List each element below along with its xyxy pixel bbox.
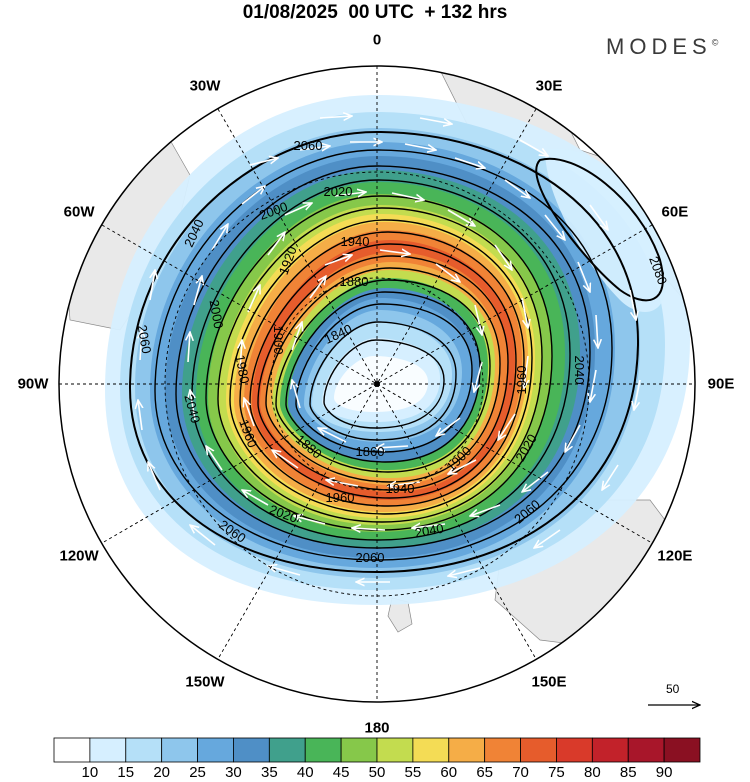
contour-label: 1860: [356, 444, 385, 459]
polar-map: 2080 2060 2060 2060 2060 2060 2040 2040 …: [0, 0, 750, 782]
colorbar-label: 80: [584, 764, 601, 781]
longitude-label: 90W: [18, 376, 49, 393]
colorbar-label: 35: [261, 764, 278, 781]
reference-vector-label: 50: [666, 682, 679, 696]
colorbar-box: [341, 738, 377, 762]
colorbar-label: 50: [369, 764, 386, 781]
contour-label: 2060: [356, 550, 385, 565]
colorbar-box: [198, 738, 234, 762]
colorbar-label: 30: [225, 764, 242, 781]
colorbar-box: [305, 738, 341, 762]
colorbar-box: [592, 738, 628, 762]
colorbar-box: [269, 738, 305, 762]
colorbar-box: [521, 738, 557, 762]
colorbar-label: 90: [656, 764, 673, 781]
contour-label: 2060: [294, 138, 323, 153]
colorbar-label: 40: [297, 764, 314, 781]
longitude-label: 120E: [657, 548, 692, 565]
longitude-label: 60W: [64, 204, 95, 221]
longitude-label: 30E: [536, 78, 563, 95]
colorbar-box: [90, 738, 126, 762]
longitude-label: 30W: [190, 78, 221, 95]
colorbar-box: [413, 738, 449, 762]
contour-label: 2020: [324, 184, 353, 199]
colorbar-label: 85: [620, 764, 637, 781]
colorbar: [54, 738, 700, 762]
colorbar-label: 20: [153, 764, 170, 781]
colorbar-label: 60: [440, 764, 457, 781]
pole-marker: [374, 381, 380, 387]
colorbar-box: [556, 738, 592, 762]
contour-label: 1940: [341, 234, 370, 249]
contour-label: 1880: [340, 274, 369, 289]
colorbar-label: 70: [512, 764, 529, 781]
colorbar-box: [485, 738, 521, 762]
contour-label: 1940: [386, 481, 415, 496]
colorbar-label: 45: [333, 764, 350, 781]
contour-label: 1960: [514, 366, 529, 395]
colorbar-box: [628, 738, 664, 762]
longitude-label: 60E: [662, 204, 689, 221]
longitude-label: 150E: [531, 673, 566, 690]
longitude-label: 180: [364, 720, 389, 737]
colorbar-box: [126, 738, 162, 762]
colorbar-box: [162, 738, 198, 762]
contour-label: 1960: [326, 490, 355, 505]
colorbar-label: 65: [476, 764, 493, 781]
colorbar-box: [664, 738, 700, 762]
longitude-label: 150W: [185, 673, 224, 690]
colorbar-label: 15: [117, 764, 134, 781]
colorbar-box: [233, 738, 269, 762]
longitude-label: 90E: [708, 376, 735, 393]
contour-label: 2040: [572, 356, 587, 385]
colorbar-box: [449, 738, 485, 762]
contour-label: 1900: [271, 326, 286, 355]
colorbar-label: 10: [82, 764, 99, 781]
colorbar-label: 55: [405, 764, 422, 781]
colorbar-box: [54, 738, 90, 762]
longitude-label: 120W: [59, 548, 98, 565]
longitude-label: 0: [373, 32, 381, 49]
colorbar-box: [377, 738, 413, 762]
colorbar-label: 25: [189, 764, 206, 781]
colorbar-label: 75: [548, 764, 565, 781]
